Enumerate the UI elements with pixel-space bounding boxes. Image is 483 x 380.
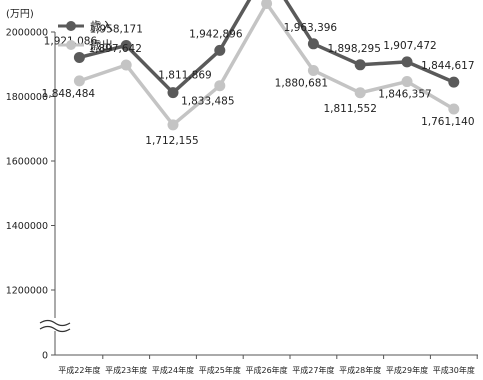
x-tick-label: 平成25年度 (199, 365, 241, 375)
y-tick-label: 1200000 (6, 286, 48, 297)
data-point (307, 64, 319, 76)
y-axis-ticks: 0 1200000 1400000 1600000 1800000 2000000 (6, 28, 55, 362)
series-line (78, 0, 455, 95)
axis-break-mark (38, 318, 72, 333)
data-label-revenue: 1,844,617 (421, 60, 474, 72)
data-label-expenditure: 1,811,552 (323, 103, 376, 115)
data-point (354, 59, 366, 71)
legend-label-revenue: 歳入 (90, 19, 113, 33)
x-axis-ticks: 平成22年度 平成23年度 平成24年度 平成25年度 平成26年度 平成27年度 平成28… (58, 355, 478, 375)
data-point (401, 56, 413, 68)
data-label-revenue: 1,811,869 (158, 70, 211, 82)
data-point (73, 51, 85, 63)
axes (38, 32, 478, 356)
data-label-expenditure: 1,848,484 (42, 88, 96, 100)
data-label-revenue: 1,907,472 (383, 40, 436, 52)
y-axis-unit-label: (万円) (6, 9, 34, 20)
data-label-expenditure: 1,712,155 (145, 135, 198, 147)
data-label-expenditure: 1,833,485 (181, 96, 234, 108)
y-tick-label: 1400000 (6, 221, 48, 232)
series-revenue (73, 0, 460, 99)
x-tick-label: 平成30年度 (433, 365, 475, 375)
data-label-revenue: 1,942,896 (189, 28, 243, 40)
data-label-expenditure: 1,897,642 (88, 43, 141, 55)
legend-marker-revenue (66, 21, 76, 31)
data-label-revenue: 1,898,295 (327, 43, 380, 55)
x-tick-label: 平成28年度 (339, 365, 381, 375)
series-expenditure (73, 0, 460, 131)
data-point (354, 87, 366, 99)
data-point (167, 119, 179, 131)
data-point (120, 59, 132, 71)
data-label-revenue: 1,963,396 (284, 22, 338, 34)
data-label-expenditure: 1,761,140 (421, 116, 474, 128)
data-point (214, 44, 226, 56)
series-layer (73, 0, 460, 131)
x-tick-label: 平成29年度 (386, 365, 428, 375)
legend-label-expenditure: 歳出 (90, 38, 113, 52)
data-label-revenue: 1,958,171 (89, 23, 142, 35)
x-tick-label: 平成22年度 (58, 365, 100, 375)
data-point (261, 0, 273, 10)
y-tick-label: 1600000 (6, 157, 48, 168)
data-point (120, 39, 132, 51)
x-tick-label: 平成23年度 (105, 365, 147, 375)
data-point (448, 76, 460, 88)
x-tick-label: 平成24年度 (152, 365, 194, 375)
data-point (73, 75, 85, 87)
data-label-expenditure: 1,880,681 (275, 77, 328, 89)
data-point (307, 38, 319, 50)
legend-marker-expenditure (66, 40, 76, 50)
x-tick-label: 平成26年度 (246, 365, 288, 375)
legend: 歳入 歳出 (58, 19, 113, 52)
y-tick-label: 1800000 (6, 92, 48, 103)
data-label-expenditure: 1,846,357 (378, 89, 431, 101)
data-point (448, 103, 460, 115)
data-point (214, 80, 226, 92)
data-point (401, 76, 413, 88)
y-tick-label: 0 (42, 351, 48, 362)
x-tick-label: 平成27年度 (292, 365, 334, 375)
data-point (167, 87, 179, 99)
y-tick-label: 2000000 (6, 28, 48, 39)
